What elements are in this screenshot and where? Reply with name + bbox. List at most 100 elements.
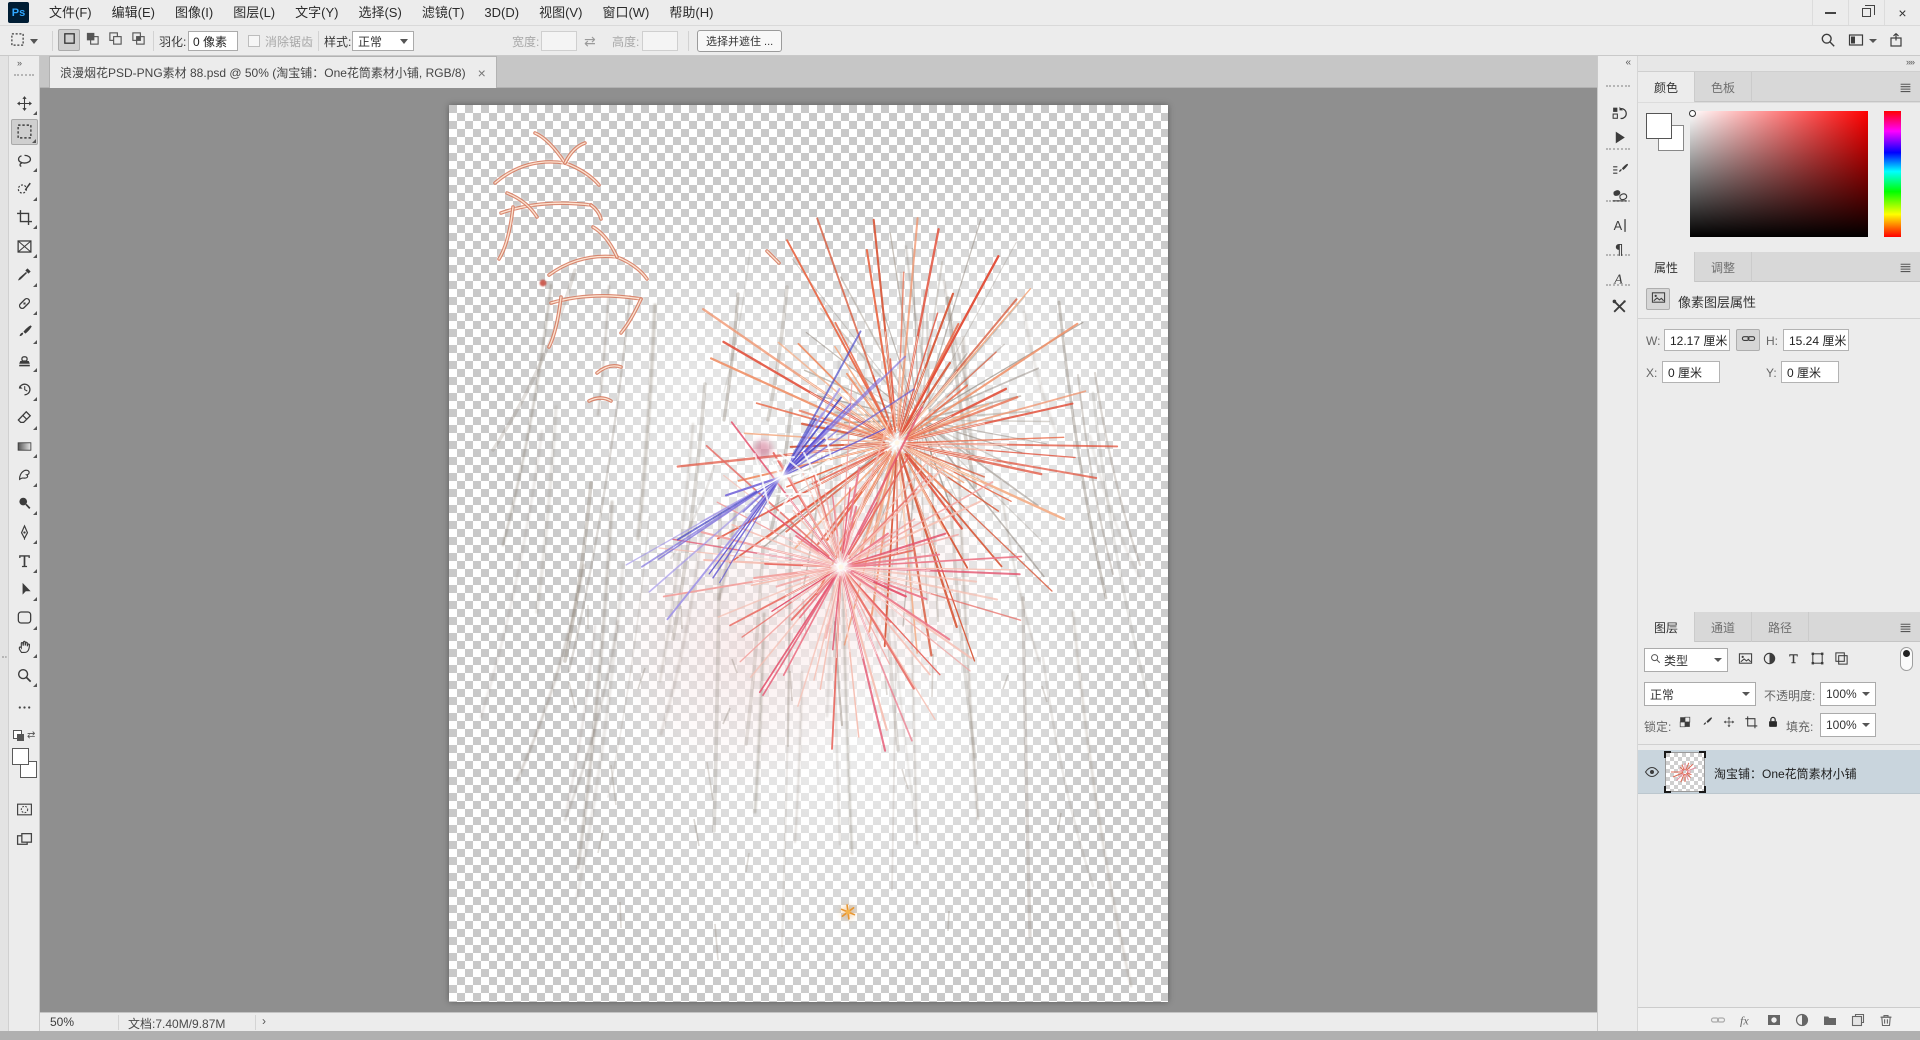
crop-tool[interactable] bbox=[11, 204, 38, 230]
tab-paths[interactable]: 路径 bbox=[1752, 612, 1810, 642]
layer-visibility-eye-icon[interactable] bbox=[1644, 764, 1660, 783]
style-select[interactable]: 正常 bbox=[352, 31, 414, 51]
new-layer-icon[interactable] bbox=[1850, 1012, 1866, 1031]
search-button[interactable] bbox=[1820, 26, 1836, 56]
panel-menu-icon[interactable] bbox=[1899, 621, 1912, 637]
dodge-tool[interactable] bbox=[11, 490, 38, 516]
pixel-layer-icon-button[interactable] bbox=[1646, 288, 1670, 310]
feather-input[interactable]: 0 像素 bbox=[188, 31, 238, 51]
lock-artboard-icon[interactable] bbox=[1744, 715, 1758, 732]
history-brush-tool[interactable] bbox=[11, 376, 38, 402]
quick-mask-button[interactable] bbox=[11, 798, 38, 824]
smudge-tool[interactable] bbox=[11, 462, 38, 488]
workspace-button[interactable] bbox=[1848, 26, 1877, 56]
close-button[interactable]: × bbox=[1884, 0, 1920, 25]
tab-close-icon[interactable]: × bbox=[477, 64, 486, 81]
swap-dimensions-icon[interactable]: ⇄ bbox=[584, 32, 596, 49]
select-and-mask-button[interactable]: 选择并遮住 ... bbox=[697, 30, 783, 52]
lock-all-icon[interactable] bbox=[1766, 715, 1780, 732]
x-input[interactable]: 0 厘米 bbox=[1662, 361, 1720, 383]
layer-filter-select[interactable]: 类型 bbox=[1644, 648, 1728, 672]
filter-type-layers-icon[interactable] bbox=[1786, 651, 1801, 669]
type-tool[interactable] bbox=[11, 548, 38, 574]
menu-item-7[interactable]: 3D(D) bbox=[484, 5, 520, 20]
restore-button[interactable] bbox=[1848, 0, 1884, 25]
filter-shape-layers-icon[interactable] bbox=[1810, 651, 1825, 669]
brushes-panel-icon[interactable] bbox=[1608, 184, 1630, 204]
panel-menu-icon[interactable] bbox=[1899, 261, 1912, 277]
tab-color[interactable]: 颜色 bbox=[1638, 72, 1696, 102]
y-input[interactable]: 0 厘米 bbox=[1781, 361, 1839, 383]
menu-item-6[interactable]: 滤镜(T) bbox=[421, 5, 465, 20]
default-colors-icon[interactable] bbox=[13, 730, 24, 741]
menu-item-5[interactable]: 选择(S) bbox=[358, 5, 402, 20]
zoom-tool[interactable] bbox=[11, 662, 38, 688]
menu-item-1[interactable]: 编辑(E) bbox=[111, 5, 155, 20]
width-input[interactable] bbox=[541, 31, 577, 51]
menu-item-8[interactable]: 视图(V) bbox=[539, 5, 583, 20]
delete-layer-icon[interactable] bbox=[1878, 1012, 1894, 1031]
screen-mode-button[interactable] bbox=[11, 828, 38, 854]
history-panel-icon[interactable] bbox=[1608, 103, 1630, 123]
gradient-tool[interactable] bbox=[11, 433, 38, 459]
dock-collapse-icon[interactable]: « bbox=[1625, 57, 1631, 68]
path-selection-tool[interactable] bbox=[11, 576, 38, 602]
brush-settings-panel-icon[interactable] bbox=[1608, 160, 1630, 180]
hand-tool[interactable] bbox=[11, 633, 38, 659]
character-panel-icon[interactable]: A bbox=[1608, 215, 1630, 235]
layer-filter-toggle[interactable] bbox=[1900, 647, 1913, 671]
tab-adjustments[interactable]: 调整 bbox=[1695, 252, 1753, 282]
new-selection-button[interactable] bbox=[58, 29, 80, 51]
status-expand-icon[interactable]: › bbox=[262, 1014, 266, 1028]
document-tab[interactable]: 浪漫烟花PSD-PNG素材 88.psd @ 50% (淘宝铺：One花筒素材小… bbox=[49, 56, 497, 88]
opacity-input[interactable]: 100% bbox=[1820, 682, 1876, 706]
document-canvas[interactable] bbox=[449, 105, 1168, 1002]
eyedropper-tool[interactable] bbox=[11, 262, 38, 288]
subtract-selection-button[interactable] bbox=[104, 29, 126, 51]
tab-channels[interactable]: 通道 bbox=[1695, 612, 1753, 642]
intersect-selection-button[interactable] bbox=[127, 29, 149, 51]
pen-tool[interactable] bbox=[11, 519, 38, 545]
layer-effects-icon[interactable]: fx bbox=[1738, 1012, 1754, 1031]
swap-colors-icon[interactable]: ⇄ bbox=[27, 730, 36, 741]
new-group-icon[interactable] bbox=[1822, 1012, 1838, 1031]
link-layers-icon[interactable] bbox=[1710, 1012, 1726, 1031]
filter-smart-objects-icon[interactable] bbox=[1834, 651, 1849, 669]
menu-item-10[interactable]: 帮助(H) bbox=[669, 5, 714, 20]
lock-position-icon[interactable] bbox=[1722, 715, 1736, 732]
anti-alias-checkbox[interactable] bbox=[248, 35, 260, 47]
eraser-tool[interactable] bbox=[11, 405, 38, 431]
clone-stamp-tool[interactable] bbox=[11, 347, 38, 373]
foreground-color-swatch[interactable] bbox=[12, 748, 29, 765]
healing-brush-tool[interactable] bbox=[11, 290, 38, 316]
lock-transparent-icon[interactable] bbox=[1678, 715, 1692, 732]
paragraph-panel-icon[interactable]: ¶ bbox=[1608, 239, 1630, 259]
menu-item-3[interactable]: 图层(L) bbox=[233, 5, 276, 20]
color-field-cursor[interactable] bbox=[1689, 110, 1696, 117]
color-field[interactable] bbox=[1689, 110, 1868, 237]
blend-mode-select[interactable]: 正常 bbox=[1644, 682, 1756, 706]
lock-paint-icon[interactable] bbox=[1700, 715, 1714, 732]
zoom-level[interactable]: 50% bbox=[50, 1015, 75, 1029]
foreground-color-swatch[interactable] bbox=[1646, 113, 1672, 139]
panel-menu-icon[interactable] bbox=[1899, 81, 1912, 97]
height-input[interactable] bbox=[642, 31, 678, 51]
tab-layers[interactable]: 图层 bbox=[1638, 612, 1696, 642]
minimize-button[interactable] bbox=[1812, 0, 1848, 25]
object-selection-tool[interactable] bbox=[11, 176, 38, 202]
menu-item-0[interactable]: 文件(F) bbox=[49, 5, 92, 20]
w-input[interactable]: 12.17 厘米 bbox=[1664, 329, 1730, 351]
h-input[interactable]: 15.24 厘米 bbox=[1783, 329, 1849, 351]
adjustment-layer-icon[interactable] bbox=[1794, 1012, 1810, 1031]
fill-input[interactable]: 100% bbox=[1820, 713, 1876, 737]
layer-row[interactable]: 淘宝铺：One花筒素材小铺 bbox=[1638, 750, 1920, 794]
frame-tool[interactable] bbox=[11, 233, 38, 259]
glyphs-panel-icon[interactable]: A bbox=[1608, 268, 1630, 288]
hue-slider[interactable] bbox=[1884, 111, 1901, 237]
rectangular-marquee-tool[interactable] bbox=[11, 118, 38, 145]
tool-preset-picker[interactable] bbox=[10, 26, 38, 56]
brush-tool[interactable] bbox=[11, 319, 38, 345]
add-selection-button[interactable] bbox=[81, 29, 103, 51]
add-mask-icon[interactable] bbox=[1766, 1012, 1782, 1031]
move-tool[interactable] bbox=[11, 90, 38, 116]
